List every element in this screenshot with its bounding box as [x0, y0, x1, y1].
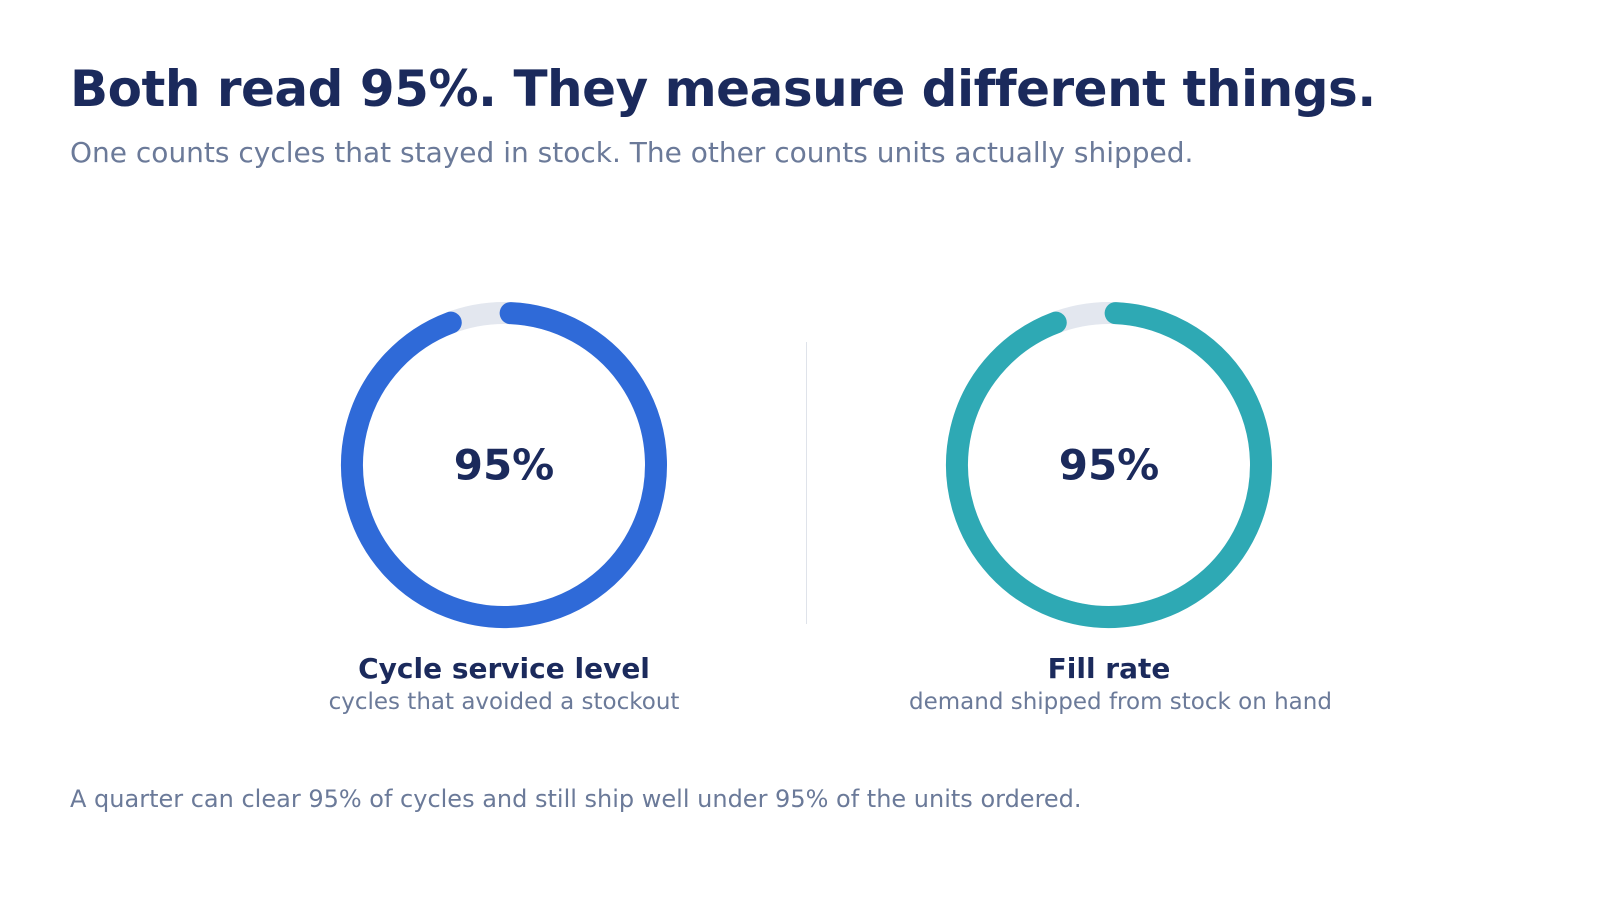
chart-title: Both read 95%. They measure different th… [70, 60, 1376, 118]
chart-subtitle: One counts cycles that stayed in stock. … [70, 136, 1194, 169]
gauge-progress-arc [341, 302, 667, 628]
gauge-divider [806, 342, 807, 624]
gauge-value: 95% [1059, 441, 1160, 490]
gauge-cycle-service-level: 95% Cycle service level cycles that avoi… [304, 300, 704, 715]
gauge-fill-rate: 95% Fill rate demand shipped from stock … [909, 300, 1332, 715]
gauge-sublabel: cycles that avoided a stockout [328, 689, 680, 715]
gauge-ring-svg: 95% [946, 302, 1272, 628]
gauge-progress-arc [946, 302, 1272, 628]
gauge-ring-svg: 95% [341, 302, 667, 628]
gauge-label: Fill rate [1047, 652, 1171, 685]
chart-footnote: A quarter can clear 95% of cycles and st… [70, 785, 1082, 813]
gauge-label: Cycle service level [358, 652, 650, 685]
gauge-sublabel: demand shipped from stock on hand [909, 689, 1332, 715]
gauge-value: 95% [454, 441, 555, 490]
